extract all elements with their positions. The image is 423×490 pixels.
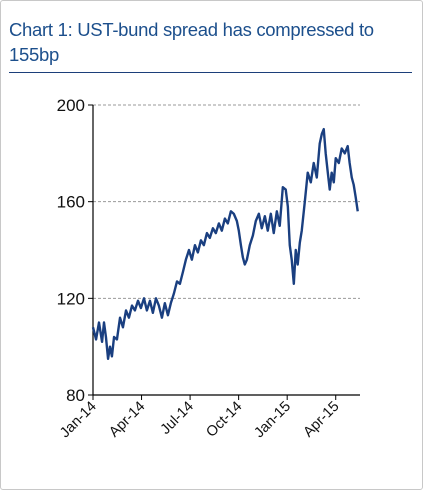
y-tick-label: 80 <box>66 386 85 405</box>
x-tick-label: Apr-14 <box>106 399 148 441</box>
title-rule <box>9 72 412 73</box>
x-tick-label: Jul-14 <box>158 399 197 438</box>
x-tick-label: Apr-15 <box>300 399 342 441</box>
data-line <box>91 127 359 360</box>
y-tick-label: 200 <box>57 96 85 115</box>
x-tick-label: Jan-15 <box>251 399 294 442</box>
chart-title: Chart 1: UST-bund spread has compressed … <box>9 19 374 65</box>
x-tick-label: Oct-14 <box>203 399 245 441</box>
y-tick-label: 160 <box>57 193 85 212</box>
y-tick-label: 120 <box>57 289 85 308</box>
